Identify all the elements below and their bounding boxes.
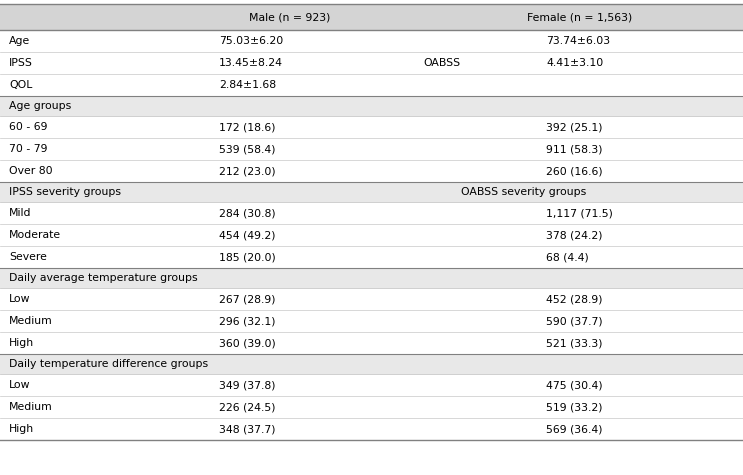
Text: 1,117 (71.5): 1,117 (71.5)	[546, 208, 613, 218]
Text: Daily temperature difference groups: Daily temperature difference groups	[9, 359, 208, 369]
Text: 378 (24.2): 378 (24.2)	[546, 230, 603, 240]
Text: 4.41±3.10: 4.41±3.10	[546, 58, 603, 68]
Text: Male (n = 923): Male (n = 923)	[249, 12, 331, 22]
Text: Female (n = 1,563): Female (n = 1,563)	[527, 12, 632, 22]
Text: High: High	[9, 424, 34, 434]
Bar	[0, 332, 743, 354]
Bar	[0, 224, 743, 246]
Text: 13.45±8.24: 13.45±8.24	[219, 58, 283, 68]
Text: Medium: Medium	[9, 402, 53, 412]
Bar	[0, 4, 743, 30]
Text: 284 (30.8): 284 (30.8)	[219, 208, 276, 218]
Text: OABSS: OABSS	[424, 58, 461, 68]
Text: 185 (20.0): 185 (20.0)	[219, 252, 276, 262]
Text: 296 (32.1): 296 (32.1)	[219, 316, 276, 326]
Bar	[0, 354, 743, 374]
Text: Moderate: Moderate	[9, 230, 61, 240]
Text: Age groups: Age groups	[9, 101, 71, 111]
Text: 70 - 79: 70 - 79	[9, 144, 48, 154]
Text: 475 (30.4): 475 (30.4)	[546, 380, 603, 390]
Bar	[0, 396, 743, 418]
Bar	[0, 116, 743, 138]
Bar	[0, 202, 743, 224]
Text: Low: Low	[9, 294, 30, 304]
Bar	[0, 310, 743, 332]
Text: 212 (23.0): 212 (23.0)	[219, 166, 276, 176]
Text: 260 (16.6): 260 (16.6)	[546, 166, 603, 176]
Bar	[0, 374, 743, 396]
Bar	[0, 30, 743, 52]
Text: QOL: QOL	[9, 80, 32, 90]
Text: 2.84±1.68: 2.84±1.68	[219, 80, 276, 90]
Text: 60 - 69: 60 - 69	[9, 122, 48, 132]
Text: Daily average temperature groups: Daily average temperature groups	[9, 273, 198, 283]
Text: 569 (36.4): 569 (36.4)	[546, 424, 603, 434]
Text: 392 (25.1): 392 (25.1)	[546, 122, 603, 132]
Text: Severe: Severe	[9, 252, 47, 262]
Bar	[0, 182, 743, 202]
Text: 75.03±6.20: 75.03±6.20	[219, 36, 283, 46]
Text: IPSS: IPSS	[9, 58, 33, 68]
Text: 349 (37.8): 349 (37.8)	[219, 380, 276, 390]
Text: 452 (28.9): 452 (28.9)	[546, 294, 603, 304]
Bar	[0, 52, 743, 74]
Text: Age: Age	[9, 36, 30, 46]
Text: 172 (18.6): 172 (18.6)	[219, 122, 276, 132]
Text: Low: Low	[9, 380, 30, 390]
Text: 68 (4.4): 68 (4.4)	[546, 252, 589, 262]
Text: 267 (28.9): 267 (28.9)	[219, 294, 276, 304]
Text: Mild: Mild	[9, 208, 31, 218]
Text: Over 80: Over 80	[9, 166, 53, 176]
Text: 539 (58.4): 539 (58.4)	[219, 144, 276, 154]
Bar	[0, 74, 743, 96]
Text: 360 (39.0): 360 (39.0)	[219, 338, 276, 348]
Bar	[0, 160, 743, 182]
Text: 590 (37.7): 590 (37.7)	[546, 316, 603, 326]
Text: High: High	[9, 338, 34, 348]
Bar	[0, 246, 743, 268]
Bar	[0, 138, 743, 160]
Text: Medium: Medium	[9, 316, 53, 326]
Bar	[0, 288, 743, 310]
Text: 226 (24.5): 226 (24.5)	[219, 402, 276, 412]
Text: 73.74±6.03: 73.74±6.03	[546, 36, 610, 46]
Text: 521 (33.3): 521 (33.3)	[546, 338, 603, 348]
Text: 519 (33.2): 519 (33.2)	[546, 402, 603, 412]
Bar	[0, 268, 743, 288]
Text: 454 (49.2): 454 (49.2)	[219, 230, 276, 240]
Text: 348 (37.7): 348 (37.7)	[219, 424, 276, 434]
Bar	[0, 96, 743, 116]
Text: OABSS severity groups: OABSS severity groups	[461, 187, 586, 197]
Bar	[0, 418, 743, 440]
Text: IPSS severity groups: IPSS severity groups	[9, 187, 121, 197]
Text: 911 (58.3): 911 (58.3)	[546, 144, 603, 154]
